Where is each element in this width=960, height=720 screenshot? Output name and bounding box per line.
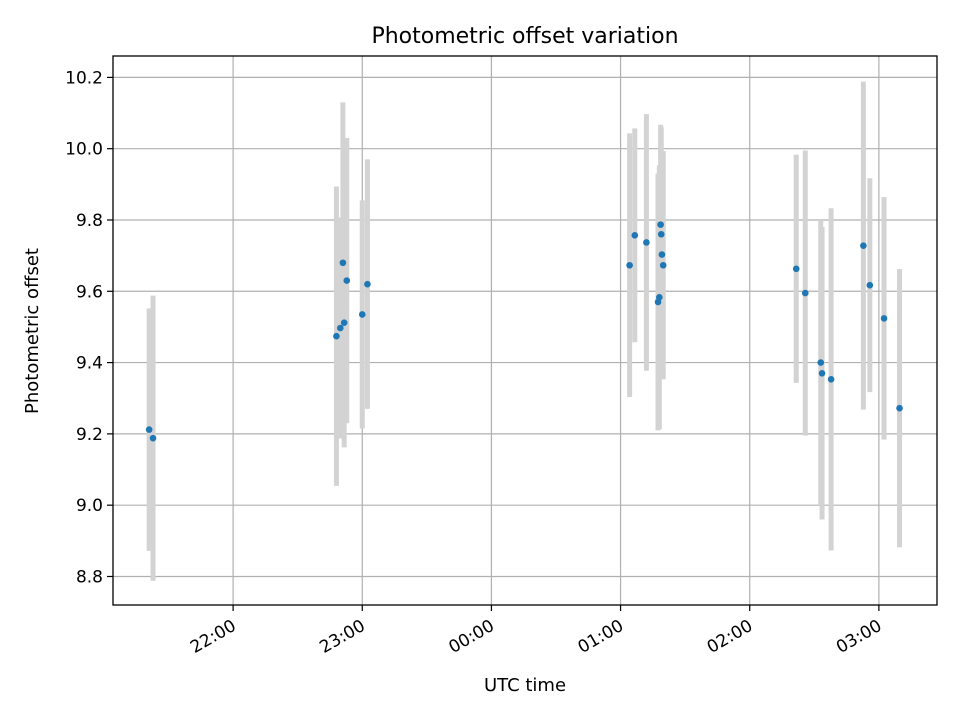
data-point bbox=[631, 232, 639, 239]
data-point bbox=[364, 280, 371, 288]
data-point bbox=[657, 230, 665, 238]
data-point bbox=[880, 315, 888, 322]
data-point bbox=[818, 369, 826, 377]
data-point bbox=[860, 242, 867, 249]
y-tick-label: 9.6 bbox=[76, 282, 103, 302]
data-point bbox=[145, 426, 153, 433]
chart-title: Photometric offset variation bbox=[371, 24, 678, 49]
y-tick-label: 8.8 bbox=[76, 567, 103, 587]
data-point bbox=[626, 261, 633, 269]
y-tick-label: 9.8 bbox=[76, 211, 103, 231]
data-point bbox=[792, 265, 800, 273]
data-point bbox=[827, 376, 835, 383]
data-point bbox=[801, 289, 809, 297]
grid bbox=[113, 56, 937, 605]
data-point bbox=[149, 434, 157, 442]
data-point bbox=[817, 359, 825, 366]
data-point bbox=[657, 221, 664, 228]
data-point bbox=[658, 251, 666, 258]
data-point bbox=[343, 277, 351, 284]
data-point bbox=[337, 324, 344, 332]
data-point bbox=[333, 332, 340, 340]
y-tick-label: 10.2 bbox=[65, 68, 103, 88]
y-axis-title: Photometric offset bbox=[22, 248, 43, 414]
data-point bbox=[643, 239, 650, 246]
data-point bbox=[656, 294, 663, 301]
data-point bbox=[659, 261, 667, 269]
data-point bbox=[866, 281, 874, 289]
data-point bbox=[358, 311, 366, 318]
plot-frame bbox=[112, 55, 938, 606]
data-points bbox=[145, 221, 903, 442]
y-tick-label: 10.0 bbox=[65, 140, 103, 160]
y-tick-label: 9.0 bbox=[76, 496, 103, 516]
y-tick-label: 9.2 bbox=[76, 425, 103, 445]
data-point bbox=[340, 319, 348, 326]
y-tick-label: 9.4 bbox=[76, 354, 103, 374]
y-axis: 8.8 9.0 9.2 9.4 9.6 9.8 10.0 10.2 bbox=[65, 68, 113, 587]
data-point bbox=[896, 404, 903, 412]
x-axis-title: UTC time bbox=[484, 675, 566, 696]
data-point bbox=[339, 259, 347, 267]
